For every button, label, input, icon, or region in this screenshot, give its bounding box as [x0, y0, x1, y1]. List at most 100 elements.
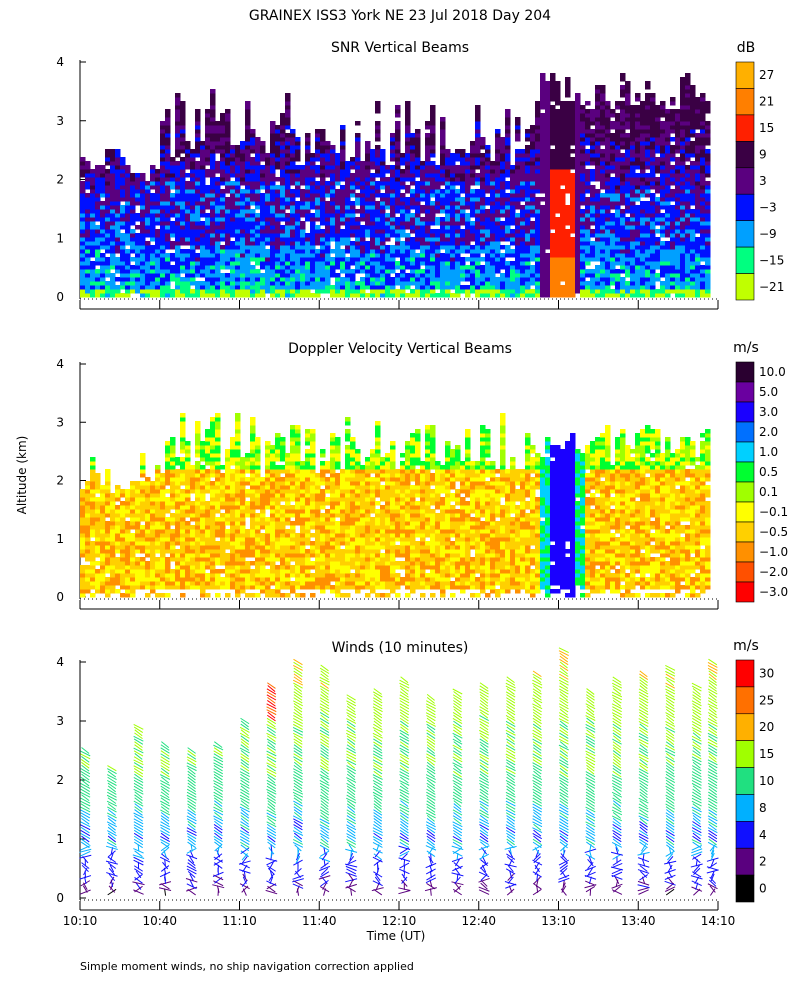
snr-cell: [260, 273, 266, 278]
snr-cell: [425, 189, 431, 194]
snr-cell: [285, 165, 291, 170]
snr-cell: [415, 205, 421, 210]
snr-cell: [245, 213, 251, 218]
snr-cell: [115, 209, 121, 214]
snr-cell: [110, 237, 116, 242]
snr-cell: [650, 141, 656, 146]
snr-cell: [300, 193, 306, 198]
snr-cell: [630, 113, 636, 118]
snr-cell: [210, 129, 216, 134]
snr-cell: [510, 221, 516, 226]
snr-cell: [525, 241, 531, 246]
snr-cell: [225, 209, 231, 214]
snr-cell: [670, 153, 676, 158]
snr-cell: [140, 241, 146, 246]
snr-cell: [455, 197, 461, 202]
snr-cell: [415, 129, 421, 134]
snr-cell: [140, 225, 146, 230]
snr-cell: [210, 181, 216, 186]
snr-cell: [215, 177, 221, 182]
snr-cell: [495, 205, 501, 210]
snr-cell: [395, 181, 401, 186]
snr-cell: [670, 273, 676, 278]
snr-cell: [685, 141, 691, 146]
snr-cell: [205, 245, 211, 250]
snr-cell: [665, 121, 671, 126]
snr-cell: [210, 125, 216, 130]
snr-cell: [400, 229, 406, 234]
snr-cell: [540, 213, 546, 218]
snr-cell: [595, 85, 601, 90]
snr-cell: [575, 173, 581, 178]
snr-cell: [570, 209, 576, 214]
snr-cell: [180, 137, 186, 142]
snr-cell: [450, 189, 456, 194]
snr-cell: [180, 257, 186, 262]
snr-cell: [195, 181, 201, 186]
snr-cell: [550, 81, 556, 86]
snr-cell: [190, 173, 196, 178]
snr-cell: [160, 237, 166, 242]
snr-cell: [570, 201, 576, 206]
snr-cell: [610, 109, 616, 114]
snr-cell: [420, 165, 426, 170]
snr-cell: [245, 193, 251, 198]
snr-cell: [195, 237, 201, 242]
snr-cell: [650, 145, 656, 150]
snr-cell: [630, 169, 636, 174]
snr-cell: [475, 201, 481, 206]
snr-cell: [435, 193, 441, 198]
snr-cell: [135, 217, 141, 222]
snr-cell: [600, 257, 606, 262]
snr-cell: [390, 281, 396, 286]
snr-cell: [310, 169, 316, 174]
snr-cell: [185, 285, 191, 290]
snr-cell: [390, 217, 396, 222]
snr-cell: [685, 225, 691, 230]
snr-cell: [280, 189, 286, 194]
snr-cell: [615, 125, 621, 130]
snr-cell: [355, 229, 361, 234]
snr-cell: [255, 177, 261, 182]
snr-cell: [600, 121, 606, 126]
snr-cell: [185, 253, 191, 258]
snr-cell: [505, 113, 511, 118]
snr-cell: [415, 197, 421, 202]
snr-cell: [545, 209, 551, 214]
snr-cell: [400, 253, 406, 258]
snr-cell: [605, 197, 611, 202]
snr-cell: [370, 233, 376, 238]
snr-cell: [490, 233, 496, 238]
snr-cell: [685, 93, 691, 98]
snr-cell: [285, 265, 291, 270]
snr-cell: [215, 269, 221, 274]
snr-cell: [445, 185, 451, 190]
snr-cell: [660, 201, 666, 206]
snr-cell: [475, 153, 481, 158]
snr-cell: [345, 241, 351, 246]
snr-cell: [670, 177, 676, 182]
snr-cell: [225, 129, 231, 134]
snr-cell: [510, 277, 516, 282]
snr-cell: [580, 133, 586, 138]
snr-cell: [475, 197, 481, 202]
snr-cell: [605, 157, 611, 162]
snr-cell: [230, 161, 236, 166]
snr-cell: [455, 149, 461, 154]
snr-cell: [165, 161, 171, 166]
snr-cell: [335, 205, 341, 210]
snr-cell: [280, 161, 286, 166]
snr-cell: [490, 261, 496, 266]
snr-cell: [625, 157, 631, 162]
snr-cell: [175, 97, 181, 102]
snr-cell: [695, 249, 701, 254]
snr-cell: [645, 225, 651, 230]
snr-cell: [430, 273, 436, 278]
snr-cell: [660, 141, 666, 146]
snr-cell: [675, 233, 681, 238]
snr-cell: [510, 281, 516, 286]
snr-cell: [175, 205, 181, 210]
snr-cell: [150, 285, 156, 290]
snr-cell: [505, 213, 511, 218]
snr-cell: [290, 193, 296, 198]
